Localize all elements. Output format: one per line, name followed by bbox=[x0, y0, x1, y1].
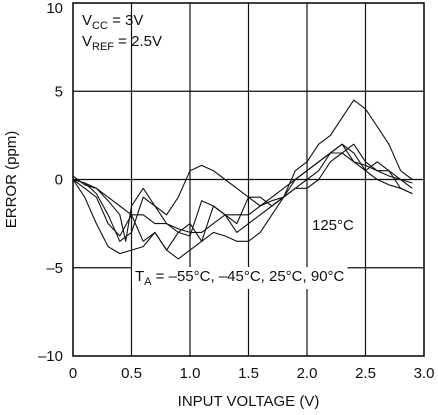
annotation-ta-sub: A bbox=[144, 276, 152, 288]
annotation-vref-main: V bbox=[82, 33, 92, 50]
annotation-vcc-main: V bbox=[82, 12, 92, 29]
annotation-ta-rest: = –55°C, –45°C, 25°C, 90°C bbox=[152, 268, 345, 285]
plot-frame bbox=[72, 2, 425, 357]
x-tick-label-5: 2.5 bbox=[355, 365, 376, 382]
y-axis-title: ERROR (ppm) bbox=[3, 131, 20, 229]
series-line-4 bbox=[72, 143, 413, 242]
tick-labels: 0 0.5 1.0 1.5 2.0 2.5 3.0 –10 –5 0 5 10 bbox=[38, 0, 434, 382]
series-line-3 bbox=[72, 99, 413, 260]
annotation-125c: 125°C bbox=[312, 217, 354, 234]
annotation-ta-temperatures: TA = –55°C, –45°C, 25°C, 90°C bbox=[135, 268, 345, 288]
x-tick-label-4: 2.0 bbox=[297, 365, 318, 382]
annotation-ta-background bbox=[132, 267, 348, 289]
series-line-2 bbox=[72, 143, 413, 251]
annotation-vref: VREF = 2.5V bbox=[82, 33, 162, 53]
y-tick-label-3: 5 bbox=[55, 83, 63, 100]
y-tick-label-4: 10 bbox=[46, 0, 63, 17]
series-layer bbox=[72, 99, 413, 260]
annotation-vcc-sub: CC bbox=[92, 20, 108, 32]
y-tick-label-2: 0 bbox=[55, 172, 63, 189]
x-tick-label-0: 0 bbox=[69, 365, 77, 382]
y-tick-label-0: –10 bbox=[38, 348, 63, 365]
annotation-vref-rest: = 2.5V bbox=[114, 33, 162, 50]
grid bbox=[73, 3, 424, 356]
x-tick-label-3: 1.5 bbox=[238, 365, 259, 382]
series-line-1 bbox=[72, 143, 413, 242]
y-tick-label-1: –5 bbox=[46, 260, 63, 277]
x-axis-title: INPUT VOLTAGE (V) bbox=[178, 393, 320, 410]
annotation-vref-sub: REF bbox=[92, 41, 114, 53]
annotation-vcc-rest: = 3V bbox=[108, 12, 143, 29]
x-tick-label-6: 3.0 bbox=[414, 365, 435, 382]
x-tick-label-1: 0.5 bbox=[121, 365, 142, 382]
annotation-vcc: VCC = 3V bbox=[82, 12, 143, 32]
series-line-5 bbox=[72, 152, 413, 233]
annotation-ta-main: T bbox=[135, 268, 144, 285]
x-tick-label-2: 1.0 bbox=[180, 365, 201, 382]
